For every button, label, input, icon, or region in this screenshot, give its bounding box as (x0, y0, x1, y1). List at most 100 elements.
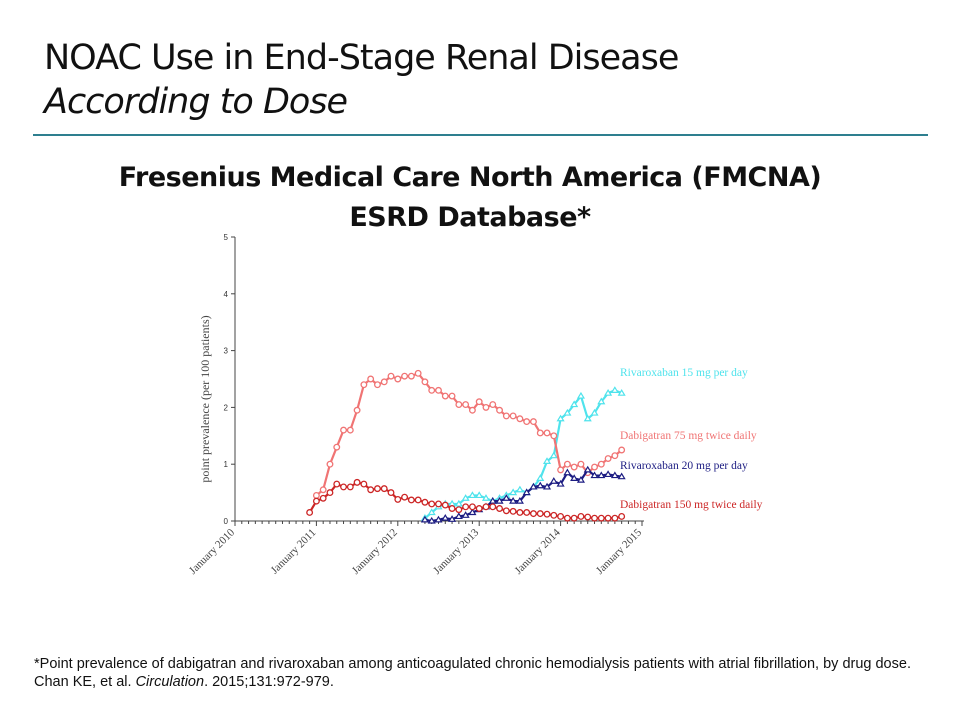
data-point (448, 505, 456, 512)
data-point (475, 491, 484, 499)
data-point (374, 381, 381, 389)
data-point (576, 391, 586, 399)
data-point (496, 505, 503, 512)
data-point (590, 408, 599, 416)
x-tick-label: January 2011 (269, 527, 319, 577)
data-point (448, 392, 456, 400)
data-point (590, 471, 599, 479)
data-point (509, 412, 517, 420)
data-point (455, 401, 463, 409)
data-point (549, 451, 558, 459)
data-point (421, 498, 429, 506)
data-point (461, 494, 470, 501)
data-point (401, 372, 409, 380)
chart-heading-line2: ESRD Database* (349, 202, 591, 233)
data-point (556, 479, 565, 487)
data-point (353, 406, 361, 414)
data-point (550, 432, 558, 440)
data-point (570, 463, 578, 471)
data-point (576, 475, 586, 483)
title-divider (33, 134, 928, 136)
data-point (557, 466, 565, 474)
data-point (462, 503, 470, 511)
data-point (591, 514, 598, 522)
data-point (427, 516, 436, 524)
series-line (424, 389, 623, 520)
data-point (529, 482, 538, 490)
data-point (502, 507, 510, 515)
data-point (380, 485, 388, 493)
data-point (441, 513, 450, 521)
data-point (604, 389, 613, 396)
data-point (489, 401, 497, 409)
data-point (488, 496, 497, 504)
data-point (468, 503, 476, 511)
data-point (387, 372, 395, 380)
data-point (610, 386, 619, 393)
data-point (577, 513, 585, 520)
data-point (611, 452, 619, 460)
data-point (353, 478, 361, 486)
data-point (414, 369, 422, 377)
data-point (475, 398, 483, 406)
data-point (597, 514, 605, 522)
data-point (604, 455, 612, 462)
data-point (306, 509, 314, 516)
data-point (441, 501, 449, 509)
title-subtitle: According to Dose (44, 82, 348, 122)
data-point (597, 460, 605, 468)
data-point (435, 500, 442, 508)
data-point (543, 429, 551, 437)
data-point (604, 470, 613, 478)
data-point (462, 401, 470, 409)
data-point (542, 482, 552, 490)
data-point (583, 414, 592, 422)
data-point (610, 471, 619, 479)
data-point (515, 485, 524, 493)
data-point (394, 495, 402, 503)
y-tick-label: 0 (224, 517, 229, 526)
series-label: Rivaroxaban 15 mg per day (620, 367, 748, 379)
data-point (333, 480, 341, 488)
data-point (584, 513, 592, 521)
data-point (367, 375, 375, 383)
chart-heading-line1: Fresenius Medical Care North America (FM… (118, 162, 822, 193)
data-point (563, 460, 571, 468)
data-point (489, 503, 497, 511)
data-point (618, 513, 626, 520)
x-tick-label: January 2012 (350, 527, 400, 577)
data-point (455, 506, 463, 514)
data-point (496, 406, 503, 414)
data-point (557, 513, 565, 520)
data-point (563, 514, 571, 522)
citation-authors: Chan KE, et al. (34, 674, 136, 690)
data-point (523, 418, 531, 426)
data-point (577, 460, 585, 468)
data-point (421, 378, 429, 386)
data-point (597, 397, 606, 405)
data-point (360, 480, 368, 488)
data-point (312, 491, 320, 499)
x-tick-label: January 2010 (187, 526, 238, 577)
data-point (542, 457, 552, 464)
data-point (326, 489, 334, 497)
data-point (502, 412, 510, 420)
data-point (481, 494, 491, 501)
data-point (502, 494, 511, 501)
data-point (530, 510, 537, 518)
data-point (468, 491, 477, 499)
data-point (428, 386, 436, 394)
data-point (435, 386, 442, 394)
data-point (536, 474, 545, 481)
data-point (427, 508, 436, 516)
data-point (346, 426, 354, 434)
data-point (563, 468, 572, 476)
y-tick-label: 5 (224, 233, 229, 242)
data-point (543, 510, 551, 518)
data-point (549, 477, 558, 484)
data-point (617, 389, 626, 396)
data-point (523, 509, 531, 516)
data-point (434, 515, 443, 523)
citation-rest: . 2015;131:972-979. (204, 674, 334, 690)
